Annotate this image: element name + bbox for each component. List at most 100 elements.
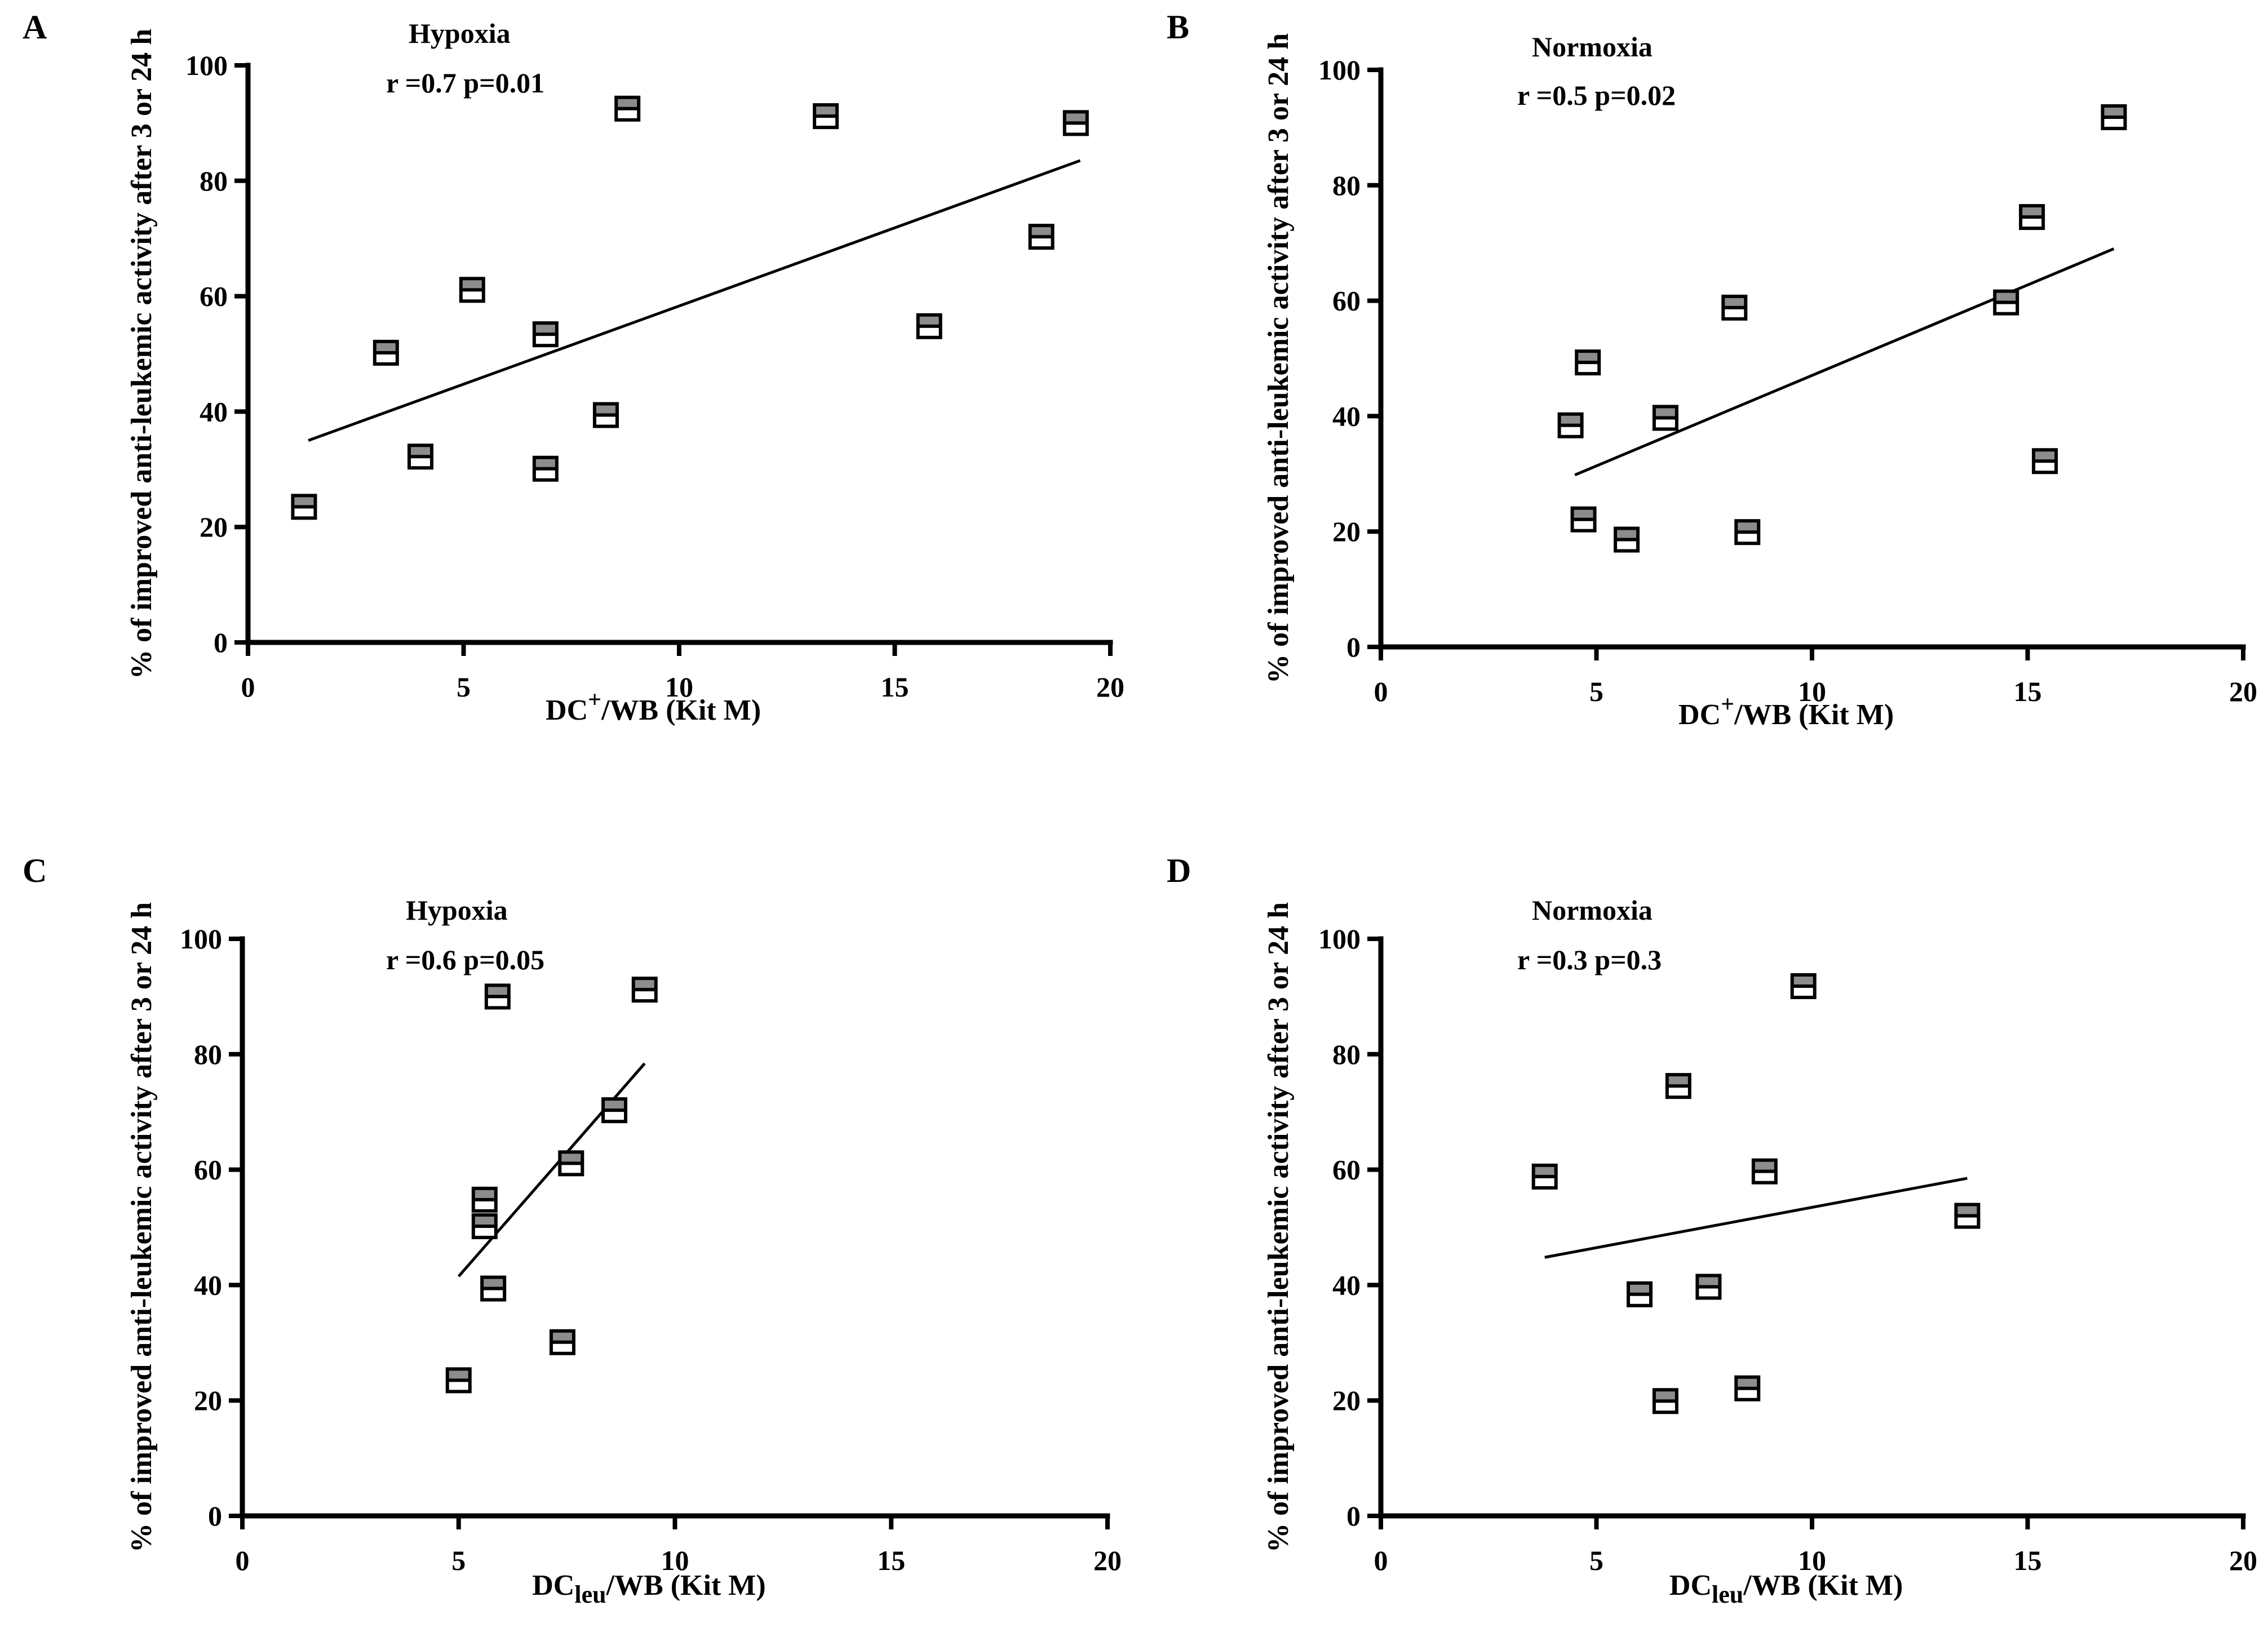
trend-line [1544,1177,1968,1259]
data-point [373,339,399,366]
y-tick-label: 100 [185,50,228,81]
data-point [916,313,942,339]
y-tick-label: 0 [1346,631,1361,663]
y-axis-title: % of improved anti-leukemic activity aft… [1263,902,1295,1553]
x-tick-label: 5 [1589,1545,1603,1576]
panel-d: D Normoxia r =0.3 p=0.3 0 20 40 60 80 100 0 5 10 15 2… [1167,852,2257,1608]
y-tick-label: 80 [1332,170,1361,201]
x-tick-label: 15 [881,671,909,703]
x-tick-label: 5 [451,1545,466,1576]
y-tick-label: 40 [1332,1269,1361,1301]
data-point [1652,405,1678,431]
data-point [1993,289,2019,316]
condition-label: Normoxia [1532,894,1653,926]
x-tick-label: 20 [1096,671,1124,703]
data-point [291,494,317,520]
x-tick-label: 15 [2014,1545,2042,1576]
y-tick-label: 40 [1332,400,1361,432]
y-tick-label: 60 [1332,1154,1361,1186]
x-axis-title: DC+/WB (Kit M) [546,687,761,726]
y-tick-label: 40 [194,1269,222,1301]
panel-letter: B [1167,8,1189,46]
y-tick-label: 20 [194,1385,222,1416]
data-point [1721,294,1748,321]
x-axis-title: DCleu/WB (Kit M) [532,1569,765,1608]
condition-label: Hypoxia [406,894,508,926]
x-tick-label: 20 [2229,676,2257,707]
data-point [549,1329,575,1355]
data-point [1751,1158,1778,1185]
data-point [480,1275,507,1302]
panel-letter: C [23,852,47,889]
x-tick-label: 10 [1798,1545,1826,1576]
x-axis-title: DCleu/WB (Kit M) [1669,1569,1903,1608]
data-point [1570,506,1597,533]
x-tick-label: 15 [2014,676,2042,707]
data-point [1614,526,1640,553]
panel-letter: D [1167,852,1191,889]
x-tick-label: 0 [236,1545,250,1576]
x-tick-label: 0 [241,671,255,703]
x-axis-title: DC+/WB (Kit M) [1678,691,1894,731]
y-tick-label: 60 [1332,285,1361,317]
y-tick-label: 100 [180,923,222,955]
data-point [601,1097,628,1124]
y-tick-label: 0 [214,627,228,658]
data-point [1790,973,1817,999]
data-point [1695,1274,1722,1300]
data-point [592,402,619,428]
data-point [459,277,485,303]
y-tick-label: 20 [1332,516,1361,547]
y-tick-label: 100 [1318,923,1361,955]
y-tick-label: 20 [200,511,228,543]
x-tick-label: 10 [661,1545,689,1576]
x-tick-label: 20 [1093,1545,1122,1576]
data-point [614,95,641,122]
data-point [1734,1375,1761,1401]
x-tick-label: 0 [1374,1545,1388,1576]
x-tick-label: 0 [1374,676,1388,707]
condition-label: Normoxia [1532,31,1653,63]
data-point [1652,1388,1678,1414]
correlation-stats: r =0.5 p=0.02 [1517,79,1676,111]
data-point [1734,519,1761,545]
y-tick-label: 80 [1332,1039,1361,1070]
data-point [445,1367,472,1394]
data-point [484,983,511,1010]
correlation-stats: r =0.3 p=0.3 [1517,944,1662,975]
y-tick-label: 80 [200,165,228,197]
data-point [558,1150,584,1177]
y-tick-label: 60 [194,1154,222,1186]
data-point [532,455,559,482]
data-point [407,443,433,470]
x-tick-label: 10 [1798,676,1826,707]
y-tick-label: 0 [208,1500,222,1532]
data-point [2032,448,2058,474]
x-tick-label: 5 [1589,676,1603,707]
y-tick-label: 60 [200,281,228,312]
y-axis-title: % of improved anti-leukemic activity aft… [126,902,158,1553]
trend-line [308,159,1081,442]
y-axis-title: % of improved anti-leukemic activity aft… [1263,33,1295,684]
condition-label: Hypoxia [409,17,511,49]
data-point [471,1213,498,1239]
data-point [2101,104,2127,130]
data-point [1557,412,1584,438]
data-point [1627,1281,1653,1307]
data-point [1954,1203,1981,1229]
trend-line [457,1062,646,1278]
data-point [471,1186,498,1213]
data-point [2019,204,2045,230]
y-tick-label: 20 [1332,1385,1361,1416]
panel-c: C Hypoxia r =0.6 p=0.05 0 20 40 60 80 100 0 5 10 15 2… [23,852,1122,1608]
y-axis-title: % of improved anti-leukemic activity aft… [126,29,158,679]
data-point [631,977,658,1003]
x-tick-label: 10 [665,671,693,703]
y-tick-label: 80 [194,1039,222,1070]
trend-line [1574,247,2115,477]
x-tick-label: 20 [2229,1545,2257,1576]
panel-a: A Hypoxia r =0.7 p=0.01 0 20 40 60 80 100 0 5 10 15 2… [23,8,1124,726]
data-point [532,321,559,348]
correlation-stats: r =0.7 p=0.01 [386,67,544,99]
